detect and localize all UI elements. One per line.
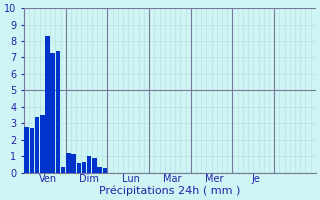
Bar [103,168,107,173]
Bar [66,153,70,173]
Bar [45,36,50,173]
Bar [51,53,55,173]
Bar [97,167,102,173]
Bar [35,117,39,173]
Bar [76,163,81,173]
Bar [24,127,29,173]
Bar [30,128,34,173]
Bar [87,156,92,173]
Bar [40,115,44,173]
X-axis label: Précipitations 24h ( mm ): Précipitations 24h ( mm ) [99,185,241,196]
Bar [56,51,60,173]
Bar [71,154,76,173]
Bar [61,167,65,173]
Bar [82,162,86,173]
Bar [92,158,97,173]
